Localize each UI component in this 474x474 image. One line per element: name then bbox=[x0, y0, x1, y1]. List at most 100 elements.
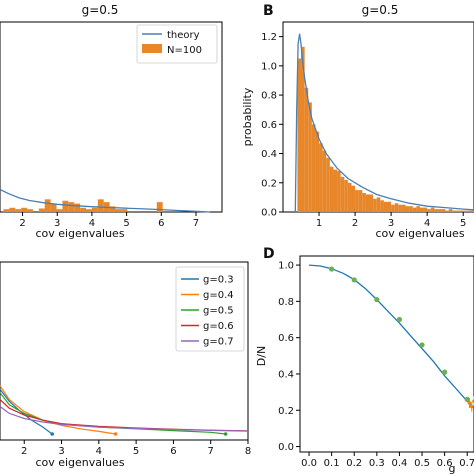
panel-b-title: g=0.5 bbox=[362, 3, 399, 17]
x-tick-label: 5 bbox=[460, 218, 466, 229]
x-tick-label: 4 bbox=[96, 446, 102, 457]
series-end-marker bbox=[223, 432, 228, 436]
histogram-bar bbox=[297, 58, 302, 213]
histogram-bar bbox=[86, 209, 92, 212]
x-tick-label: 5 bbox=[123, 218, 129, 229]
histogram-bar bbox=[21, 207, 28, 212]
histogram-bar bbox=[322, 150, 327, 212]
panel-b-histogram bbox=[297, 46, 474, 213]
y-tick-label: 0.8 bbox=[261, 91, 277, 102]
panel-c-x-ticks: 2 3 4 5 6 7 8 bbox=[21, 440, 251, 457]
panel-b-theory-line bbox=[294, 33, 474, 213]
panel-d-letter: D bbox=[263, 246, 275, 262]
panel-d-y-label: D/N bbox=[255, 346, 268, 366]
histogram-bar bbox=[373, 198, 377, 212]
histogram-bar bbox=[351, 185, 356, 212]
histogram-bar bbox=[27, 209, 33, 212]
panel-b-letter: B bbox=[263, 3, 274, 19]
y-tick-label: 0.0 bbox=[278, 442, 294, 453]
panel-b: B g=0.5 1 2 3 4 5 0.0 0.2 0.4 0.6 0.8 1.0 1.2 cov … bbox=[241, 3, 474, 240]
histogram-bar bbox=[369, 194, 374, 212]
panel-b-y-ticks: 0.0 0.2 0.4 0.6 0.8 1.0 1.2 bbox=[261, 32, 283, 219]
x-tick-label: 4 bbox=[89, 218, 95, 229]
histogram-bar bbox=[347, 182, 352, 212]
histogram-bar bbox=[401, 204, 406, 212]
panel-c-lines bbox=[0, 385, 249, 436]
histogram-bar bbox=[358, 190, 363, 212]
y-tick-label: 0.2 bbox=[261, 178, 277, 189]
histogram-bar bbox=[62, 200, 69, 212]
histogram-bar bbox=[315, 131, 320, 212]
legend-box bbox=[175, 266, 245, 352]
histogram-bar bbox=[376, 197, 381, 212]
panel-b-x-label: cov eigenvalues bbox=[375, 227, 464, 240]
legend-theory-label: theory bbox=[167, 30, 200, 41]
data-point bbox=[374, 296, 380, 303]
panel-d: D 0.0 0.1 0.2 0.3 0.4 0.5 0.6 0.7 0.00.20.40.60… bbox=[255, 246, 474, 474]
histogram-bar bbox=[441, 209, 446, 212]
series-end-marker bbox=[50, 432, 55, 436]
x-tick-label: 7 bbox=[193, 218, 199, 229]
data-point bbox=[442, 369, 448, 375]
histogram-bar bbox=[38, 208, 45, 212]
histogram-bar bbox=[15, 209, 22, 212]
histogram-bar bbox=[333, 169, 338, 212]
panel-b-x-ticks: 1 2 3 4 5 bbox=[316, 212, 466, 229]
histogram-bar bbox=[97, 199, 104, 212]
panel-a-title: g=0.5 bbox=[82, 3, 119, 17]
y-tick-label: 0.6 bbox=[261, 120, 277, 131]
histogram-bar bbox=[326, 157, 330, 212]
legend-label: g=0.4 bbox=[203, 290, 234, 301]
histogram-bar bbox=[355, 190, 359, 212]
histogram-bar bbox=[9, 207, 16, 212]
series-line bbox=[0, 406, 249, 432]
histogram-bar bbox=[383, 201, 388, 212]
legend-label: g=0.6 bbox=[203, 321, 234, 332]
x-tick-label: 0.2 bbox=[346, 458, 362, 469]
histogram-bar bbox=[416, 206, 420, 212]
data-point bbox=[351, 277, 357, 283]
legend-hist-swatch bbox=[142, 44, 162, 53]
histogram-bar bbox=[459, 210, 464, 212]
histogram-bar bbox=[391, 204, 395, 212]
data-point bbox=[464, 396, 470, 402]
histogram-bar bbox=[423, 207, 428, 212]
x-tick-label: 2 bbox=[352, 218, 358, 229]
theory-curve bbox=[308, 264, 474, 409]
histogram-bar bbox=[3, 209, 10, 212]
histogram-bar bbox=[340, 176, 345, 212]
histogram-bar bbox=[44, 199, 51, 212]
panel-d-frame bbox=[299, 255, 474, 453]
series-line bbox=[0, 399, 249, 432]
x-tick-label: 6 bbox=[158, 218, 164, 229]
x-tick-label: 0.3 bbox=[369, 458, 385, 469]
histogram-bar bbox=[470, 210, 474, 212]
histogram-bar bbox=[344, 179, 348, 212]
panel-d-x-label: g bbox=[449, 462, 456, 474]
histogram-bar bbox=[91, 207, 98, 212]
histogram-bar bbox=[452, 210, 456, 212]
histogram-bar bbox=[121, 209, 128, 212]
series-end-marker bbox=[113, 432, 118, 436]
panel-c-x-label: cov eigenvalues bbox=[35, 456, 124, 469]
x-tick-label: 0.6 bbox=[437, 458, 453, 469]
histogram-bar bbox=[455, 210, 460, 212]
histogram-bar bbox=[419, 207, 424, 212]
x-tick-label: 3 bbox=[54, 218, 60, 229]
y-tick-label: 1.0 bbox=[261, 61, 277, 72]
panel-b-y-label: probability bbox=[241, 87, 254, 146]
y-tick-label: 1.2 bbox=[261, 32, 277, 43]
histogram-bar bbox=[466, 210, 471, 212]
histogram-bar bbox=[427, 209, 431, 212]
y-tick-label: 0.4 bbox=[261, 149, 277, 160]
histogram-bar bbox=[434, 209, 438, 212]
histogram-bar bbox=[448, 209, 453, 212]
x-tick-label: 1 bbox=[316, 218, 322, 229]
legend-hist-label: N=100 bbox=[167, 45, 202, 56]
histogram-bar bbox=[319, 143, 323, 212]
x-tick-label: 2 bbox=[19, 218, 25, 229]
histogram-bar bbox=[365, 194, 370, 212]
histogram-bar bbox=[463, 210, 467, 212]
panel-c-frame bbox=[0, 261, 249, 441]
x-tick-label: 4 bbox=[424, 218, 430, 229]
